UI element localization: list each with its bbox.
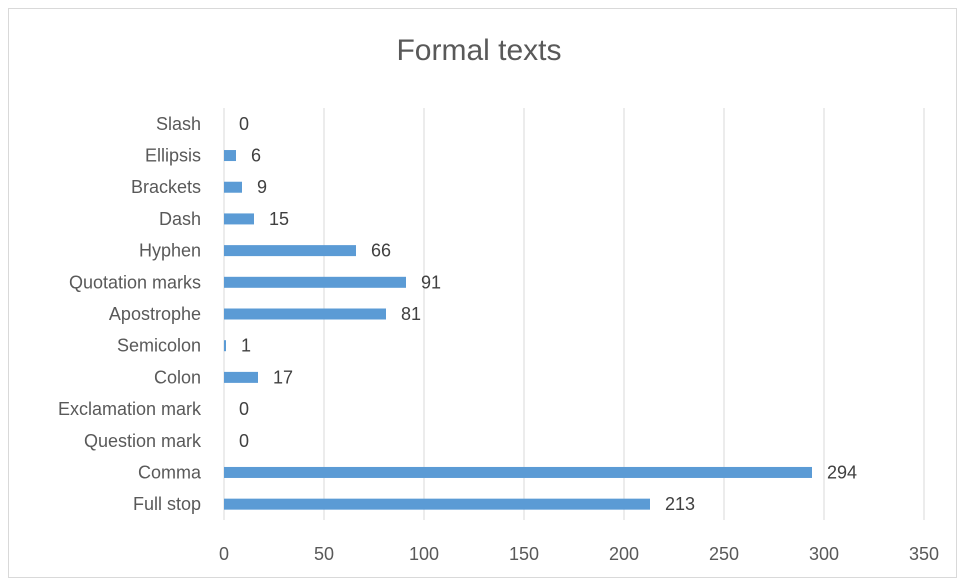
data-label: 81 [401, 304, 421, 324]
data-label: 6 [251, 146, 261, 166]
category-label: Comma [138, 462, 202, 482]
data-label: 0 [239, 399, 249, 419]
data-label: 17 [273, 367, 293, 387]
category-label: Semicolon [117, 336, 201, 356]
category-label: Brackets [131, 177, 201, 197]
category-label: Exclamation mark [58, 399, 202, 419]
x-tick-label: 150 [509, 544, 539, 564]
x-tick-label: 200 [609, 544, 639, 564]
data-label: 9 [257, 177, 267, 197]
data-label: 1 [241, 336, 251, 356]
category-label: Apostrophe [109, 304, 201, 324]
data-label: 0 [239, 114, 249, 134]
category-label: Dash [159, 209, 201, 229]
category-label: Quotation marks [69, 272, 201, 292]
bar [224, 308, 386, 320]
bar [224, 181, 242, 193]
bar [224, 466, 812, 478]
chart-title: Formal texts [396, 34, 562, 67]
category-label: Hyphen [139, 241, 201, 261]
chart-area [8, 8, 957, 578]
x-tick-label: 100 [409, 544, 439, 564]
category-label: Question mark [84, 431, 202, 451]
bar [224, 213, 254, 225]
bar [224, 498, 650, 510]
data-label: 15 [269, 209, 289, 229]
x-tick-label: 250 [709, 544, 739, 564]
data-label: 91 [421, 272, 441, 292]
category-label: Ellipsis [145, 146, 201, 166]
category-label: Colon [154, 367, 201, 387]
x-tick-label: 0 [219, 544, 229, 564]
bar [224, 150, 236, 162]
x-tick-label: 350 [909, 544, 939, 564]
data-label: 213 [665, 494, 695, 514]
data-label: 0 [239, 431, 249, 451]
x-tick-label: 300 [809, 544, 839, 564]
bar [224, 371, 258, 383]
category-label: Slash [156, 114, 201, 134]
x-tick-label: 50 [314, 544, 334, 564]
bar [224, 245, 356, 257]
data-label: 66 [371, 241, 391, 261]
category-label: Full stop [133, 494, 201, 514]
bar [224, 276, 406, 288]
data-label: 294 [827, 462, 857, 482]
bar [224, 340, 226, 352]
